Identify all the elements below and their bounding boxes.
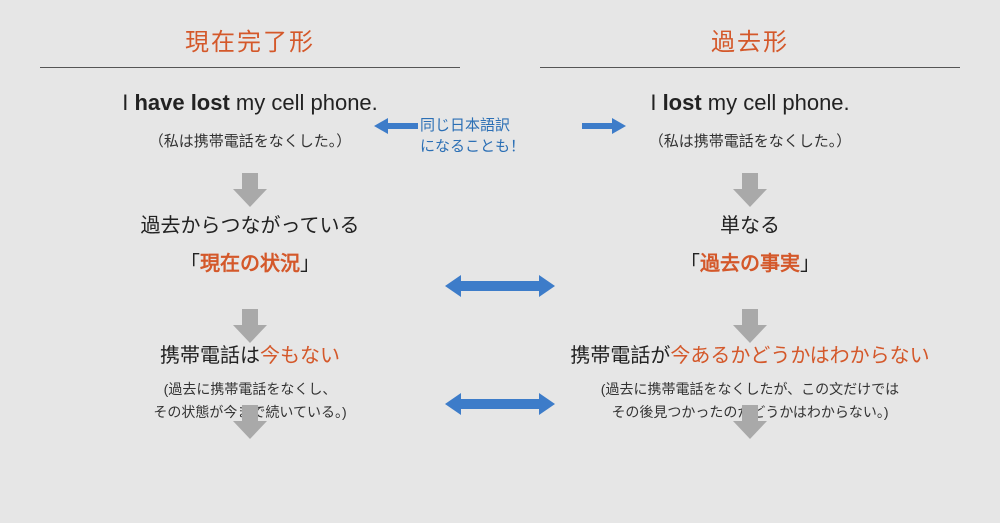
block1-right-l1: 単なる <box>680 207 820 245</box>
block1-left-l2: 「現在の状況」 <box>141 245 360 283</box>
b1r-l2-pre: 「 <box>680 253 700 275</box>
col-past: 過去形 I lost my cell phone. （私は携帯電話をなくした。）… <box>520 0 980 424</box>
diagram-canvas: 現在完了形 I have lost my cell phone. （私は携帯電話… <box>0 0 1000 523</box>
b2l-sub-l1: (過去に携帯電話をなくし、 <box>153 378 346 401</box>
block1-right: 単なる 「過去の事実」 <box>680 207 820 283</box>
block1-right-l2: 「過去の事実」 <box>680 245 820 283</box>
translation-left: （私は携帯電話をなくした。） <box>149 130 352 151</box>
block1-left-l1: 過去からつながっている <box>141 207 360 245</box>
note-arrow-right <box>582 118 626 134</box>
sentence-right-pre: I <box>650 90 662 115</box>
rule-right <box>540 67 960 68</box>
double-arrow-2 <box>445 393 555 415</box>
b2r-main-orange: 今あるかどうかはわからない <box>670 345 929 367</box>
sentence-right: I lost my cell phone. <box>650 90 849 116</box>
b2l-main-pre: 携帯電話は <box>160 345 260 367</box>
translation-right: （私は携帯電話をなくした。） <box>649 130 852 151</box>
heading-left: 現在完了形 <box>185 22 315 57</box>
b1l-l2-post: 」 <box>300 253 320 275</box>
b1r-l2-orange: 過去の事実 <box>700 253 800 275</box>
block1-left: 過去からつながっている 「現在の状況」 <box>141 207 360 283</box>
down-arrow-left-3 <box>233 405 267 439</box>
center-note: 同じ日本語訳 になることも！ <box>420 115 580 157</box>
sentence-left-post: my cell phone. <box>230 90 378 115</box>
center-note-l2: になることも！ <box>420 136 580 157</box>
sentence-left: I have lost my cell phone. <box>122 90 378 116</box>
b2r-sub-l1: (過去に携帯電話をなくしたが、この文だけでは <box>570 378 929 401</box>
col-present-perfect: 現在完了形 I have lost my cell phone. （私は携帯電話… <box>20 0 480 424</box>
sentence-left-pre: I <box>122 90 134 115</box>
b1r-l2-post: 」 <box>800 253 820 275</box>
b2l-main-orange: 今もない <box>260 345 340 367</box>
b1l-l2-orange: 現在の状況 <box>200 253 300 275</box>
note-arrow-left <box>374 118 418 134</box>
center-note-l1: 同じ日本語訳 <box>420 115 580 136</box>
block2-right-main: 携帯電話が今あるかどうかはわからない <box>570 339 929 368</box>
down-arrow-right-2 <box>733 309 767 343</box>
double-arrow-1 <box>445 275 555 297</box>
heading-right: 過去形 <box>711 22 789 57</box>
down-arrow-right-1 <box>733 173 767 207</box>
rule-left <box>40 67 460 68</box>
block2-left-main: 携帯電話は今もない <box>153 339 346 368</box>
b1l-l2-pre: 「 <box>180 253 200 275</box>
down-arrow-left-2 <box>233 309 267 343</box>
down-arrow-right-3 <box>733 405 767 439</box>
sentence-right-bold: lost <box>663 90 702 115</box>
sentence-left-bold: have lost <box>134 90 229 115</box>
b2r-main-pre: 携帯電話が <box>570 345 670 367</box>
down-arrow-left-1 <box>233 173 267 207</box>
sentence-right-post: my cell phone. <box>702 90 850 115</box>
